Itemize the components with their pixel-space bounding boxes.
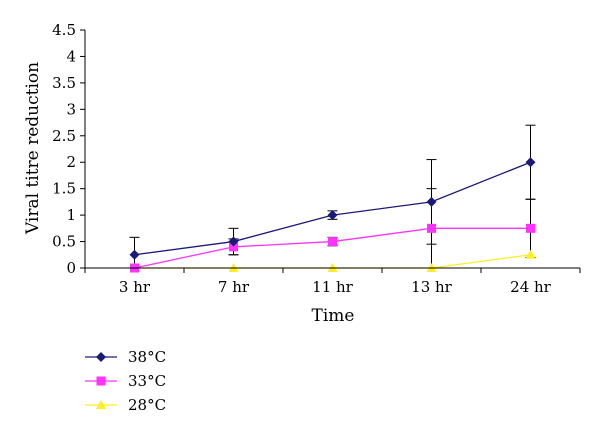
data-point-diamond <box>426 196 437 207</box>
y-tick-label: 3 <box>66 100 76 118</box>
y-tick-label: 1.5 <box>52 180 76 198</box>
data-point-square <box>229 242 238 252</box>
y-tick-label: 2.5 <box>52 127 76 145</box>
data-point-square <box>328 237 337 247</box>
legend-label: 33°C <box>128 372 166 390</box>
data-point-square <box>427 223 436 233</box>
series-line-square <box>134 227 531 269</box>
y-axis-title: Viral titre reduction <box>23 62 43 235</box>
legend-marker-triangle <box>96 400 106 409</box>
x-tick-label: 3 hr <box>119 278 151 296</box>
y-tick-label: 0.5 <box>52 233 76 251</box>
legend: 38°C 33°C 28°C <box>85 348 166 414</box>
x-axis-ticks: 3 hr 7 hr 11 hr 13 hr 24 hr <box>84 268 581 296</box>
data-point-diamond <box>525 157 536 168</box>
legend-label: 38°C <box>128 348 166 366</box>
y-axis-ticks: 0 0.5 1 1.5 2 2.5 3 3.5 4 4.5 <box>52 21 85 277</box>
data-point-square <box>526 223 535 233</box>
legend-label: 28°C <box>128 396 166 414</box>
legend-marker-square <box>96 376 106 386</box>
y-tick-label: 0 <box>66 259 76 277</box>
y-tick-label: 4 <box>66 47 76 65</box>
y-tick-label: 2 <box>66 153 76 171</box>
x-tick-label: 24 hr <box>510 278 552 296</box>
y-tick-label: 4.5 <box>52 21 76 39</box>
data-point-triangle <box>525 249 536 259</box>
data-point-diamond <box>228 236 239 247</box>
x-tick-label: 13 hr <box>411 278 453 296</box>
x-tick-label: 11 hr <box>312 278 354 296</box>
y-tick-label: 3.5 <box>52 74 76 92</box>
y-tick-label: 1 <box>66 206 76 224</box>
x-axis-title: Time <box>312 306 355 326</box>
data-point-diamond <box>327 210 338 221</box>
legend-marker-diamond <box>96 352 106 362</box>
error-bars <box>129 124 536 268</box>
x-tick-label: 7 hr <box>218 278 250 296</box>
data-point-diamond <box>129 249 140 260</box>
data-markers <box>129 157 536 273</box>
